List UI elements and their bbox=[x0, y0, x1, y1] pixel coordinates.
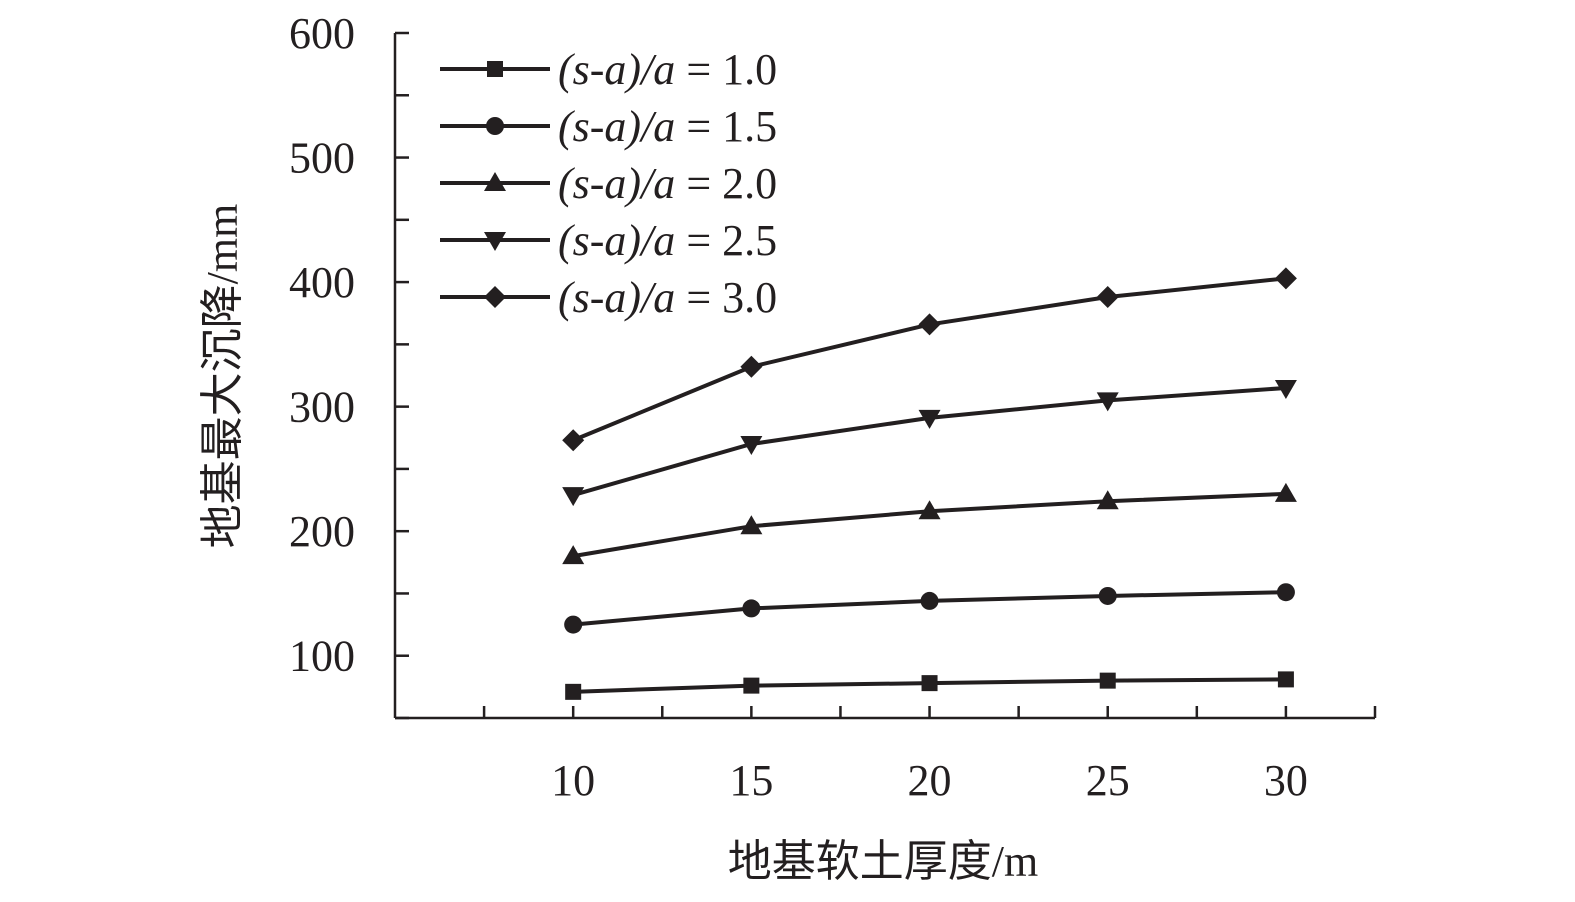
legend-marker bbox=[486, 117, 504, 135]
legend: (s-a)/a = 1.0 (s-a)/a = 1.5 (s-a)/a = 2.0 (… bbox=[440, 45, 777, 322]
data-point bbox=[564, 615, 583, 634]
y-axis-title: 地基最大沉降/mm bbox=[198, 204, 247, 549]
data-point bbox=[740, 515, 763, 535]
data-point bbox=[1096, 286, 1119, 309]
data-point bbox=[1096, 392, 1119, 412]
legend-label: (s-a)/a = 1.0 bbox=[558, 45, 777, 94]
x-axis-title: 地基软土厚度/m bbox=[728, 837, 1038, 886]
series-3 bbox=[562, 482, 1297, 565]
legend-label: (s-a)/a = 2.5 bbox=[558, 216, 777, 265]
legend-item: (s-a)/a = 2.5 bbox=[440, 216, 777, 265]
data-point bbox=[1274, 482, 1297, 502]
y-tick-label: 100 bbox=[289, 632, 355, 681]
legend-item: (s-a)/a = 1.0 bbox=[440, 45, 777, 94]
legend-marker bbox=[484, 286, 506, 308]
axes bbox=[393, 33, 1375, 720]
data-point bbox=[1096, 490, 1119, 510]
data-point bbox=[743, 677, 760, 694]
series-line bbox=[572, 385, 1287, 497]
data-point bbox=[1099, 672, 1116, 689]
data-point bbox=[565, 683, 582, 700]
x-tick-label: 30 bbox=[1264, 756, 1308, 805]
y-tick-label: 300 bbox=[289, 383, 355, 432]
data-point bbox=[742, 599, 761, 618]
x-tick-label: 20 bbox=[908, 756, 952, 805]
y-axis-ticks: 100 200 300 400 500 600 bbox=[289, 9, 409, 720]
y-tick-label: 600 bbox=[289, 9, 355, 58]
data-point bbox=[1276, 583, 1295, 602]
x-axis-ticks: 10 15 20 25 30 bbox=[482, 706, 1377, 805]
data-point bbox=[1274, 267, 1297, 290]
legend-label: (s-a)/a = 1.5 bbox=[558, 102, 777, 151]
series-1 bbox=[565, 671, 1294, 700]
y-tick-label: 400 bbox=[289, 258, 355, 307]
data-point bbox=[918, 409, 941, 429]
data-point bbox=[921, 675, 938, 692]
x-tick-label: 25 bbox=[1086, 756, 1130, 805]
y-tick-label: 500 bbox=[289, 134, 355, 183]
data-point bbox=[740, 436, 763, 455]
data-point bbox=[918, 313, 941, 336]
legend-marker bbox=[484, 172, 506, 191]
legend-label: (s-a)/a = 2.0 bbox=[558, 159, 777, 208]
y-tick-label: 200 bbox=[289, 507, 355, 556]
series-group bbox=[562, 267, 1297, 700]
data-point bbox=[740, 355, 763, 378]
data-point bbox=[562, 545, 585, 565]
series-2 bbox=[564, 583, 1295, 634]
data-point bbox=[1277, 671, 1294, 688]
legend-item: (s-a)/a = 2.0 bbox=[440, 159, 777, 208]
data-point bbox=[920, 591, 939, 610]
data-point bbox=[562, 487, 585, 507]
legend-marker bbox=[487, 61, 503, 77]
data-point bbox=[1274, 379, 1297, 399]
legend-item: (s-a)/a = 1.5 bbox=[440, 102, 777, 151]
legend-label: (s-a)/a = 3.0 bbox=[558, 273, 777, 322]
x-tick-label: 15 bbox=[729, 756, 773, 805]
series-4 bbox=[562, 379, 1297, 507]
data-point bbox=[1098, 586, 1117, 605]
legend-marker bbox=[484, 232, 506, 251]
series-5 bbox=[562, 267, 1297, 452]
data-point bbox=[918, 500, 941, 520]
data-point bbox=[562, 429, 585, 452]
legend-item: (s-a)/a = 3.0 bbox=[440, 273, 777, 322]
x-tick-label: 10 bbox=[551, 756, 595, 805]
